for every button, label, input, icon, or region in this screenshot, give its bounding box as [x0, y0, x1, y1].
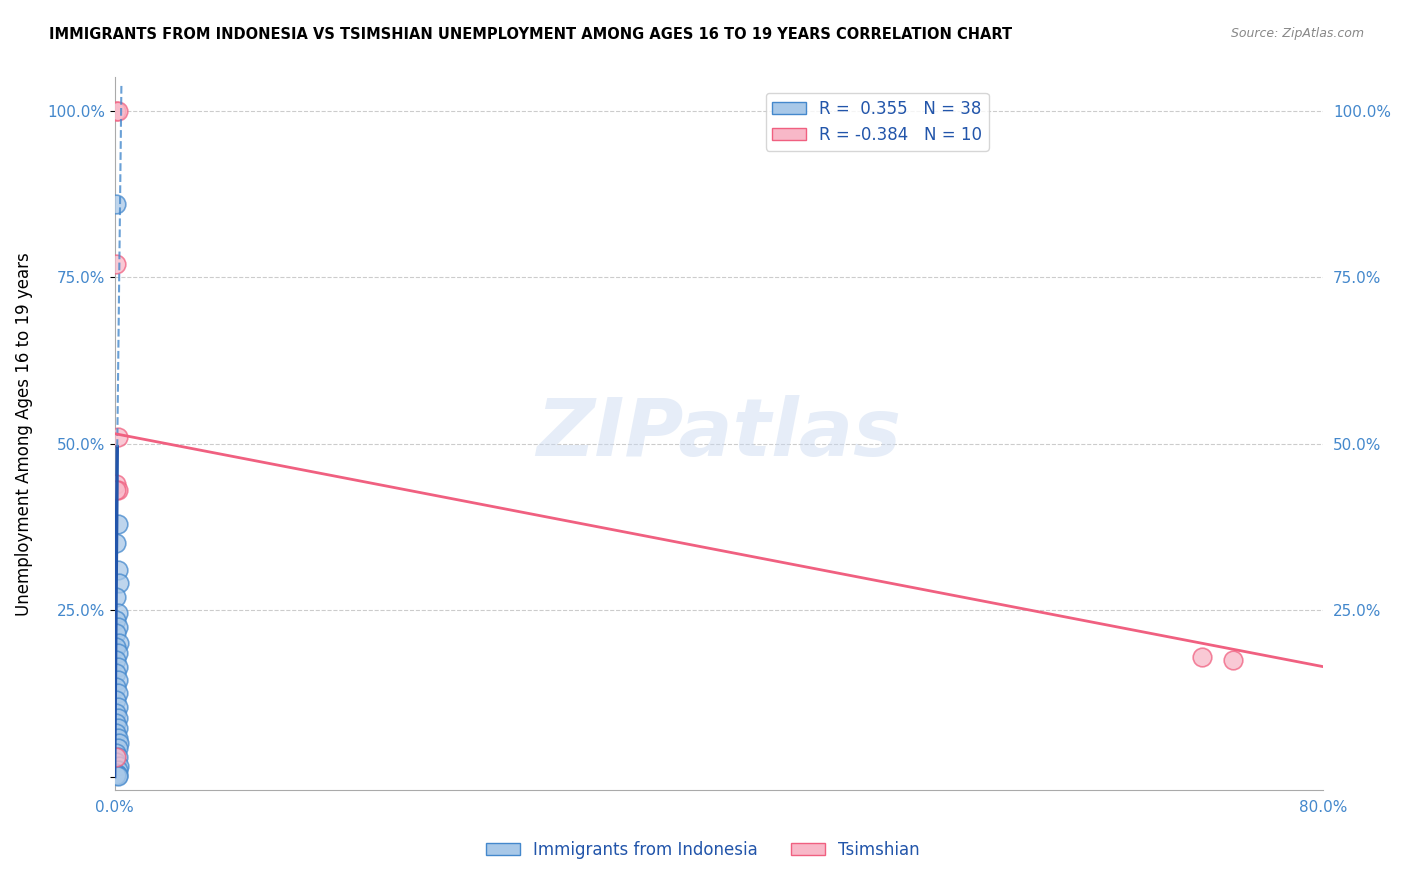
Point [105, 476, 128, 491]
Point [107, 721, 129, 735]
Point [105, 590, 128, 604]
Point [108, 636, 131, 650]
Point [105, 706, 128, 721]
Point [107, 103, 129, 118]
Point [105, 653, 128, 667]
Point [105, 766, 128, 780]
Point [105, 755, 128, 769]
Point [107, 430, 129, 444]
Point [105, 768, 128, 782]
Point [105, 749, 128, 764]
Point [105, 483, 128, 498]
Point [107, 607, 129, 621]
Point [105, 680, 128, 694]
Point [108, 759, 131, 773]
Point [107, 673, 129, 687]
Point [1222, 653, 1244, 667]
Point [107, 731, 129, 745]
Point [105, 726, 128, 740]
Point [107, 659, 129, 673]
Point [105, 197, 128, 211]
Point [107, 646, 129, 660]
Point [107, 686, 129, 700]
Point [107, 699, 129, 714]
Point [105, 536, 128, 550]
Text: Source: ZipAtlas.com: Source: ZipAtlas.com [1230, 27, 1364, 40]
Point [105, 613, 128, 627]
Point [108, 576, 131, 591]
Point [107, 763, 129, 777]
Point [107, 563, 129, 577]
Point [107, 750, 129, 764]
Point [108, 736, 131, 750]
Point [105, 666, 128, 681]
Text: ZIPatlas: ZIPatlas [537, 394, 901, 473]
Point [105, 693, 128, 707]
Point [1191, 649, 1213, 664]
Point [107, 483, 129, 498]
Y-axis label: Unemployment Among Ages 16 to 19 years: Unemployment Among Ages 16 to 19 years [15, 252, 32, 615]
Point [105, 626, 128, 640]
Point [107, 769, 129, 783]
Legend: Immigrants from Indonesia, Tsimshian: Immigrants from Indonesia, Tsimshian [479, 835, 927, 866]
Text: IMMIGRANTS FROM INDONESIA VS TSIMSHIAN UNEMPLOYMENT AMONG AGES 16 TO 19 YEARS CO: IMMIGRANTS FROM INDONESIA VS TSIMSHIAN U… [49, 27, 1012, 42]
Legend: R =  0.355   N = 38, R = -0.384   N = 10: R = 0.355 N = 38, R = -0.384 N = 10 [766, 93, 988, 151]
Point [107, 740, 129, 755]
Point [105, 716, 128, 731]
Point [105, 640, 128, 654]
Point [107, 516, 129, 531]
Point [107, 620, 129, 634]
Point [105, 746, 128, 760]
Point [107, 767, 129, 781]
Point [107, 711, 129, 725]
Point [105, 103, 128, 118]
Point [105, 257, 128, 271]
